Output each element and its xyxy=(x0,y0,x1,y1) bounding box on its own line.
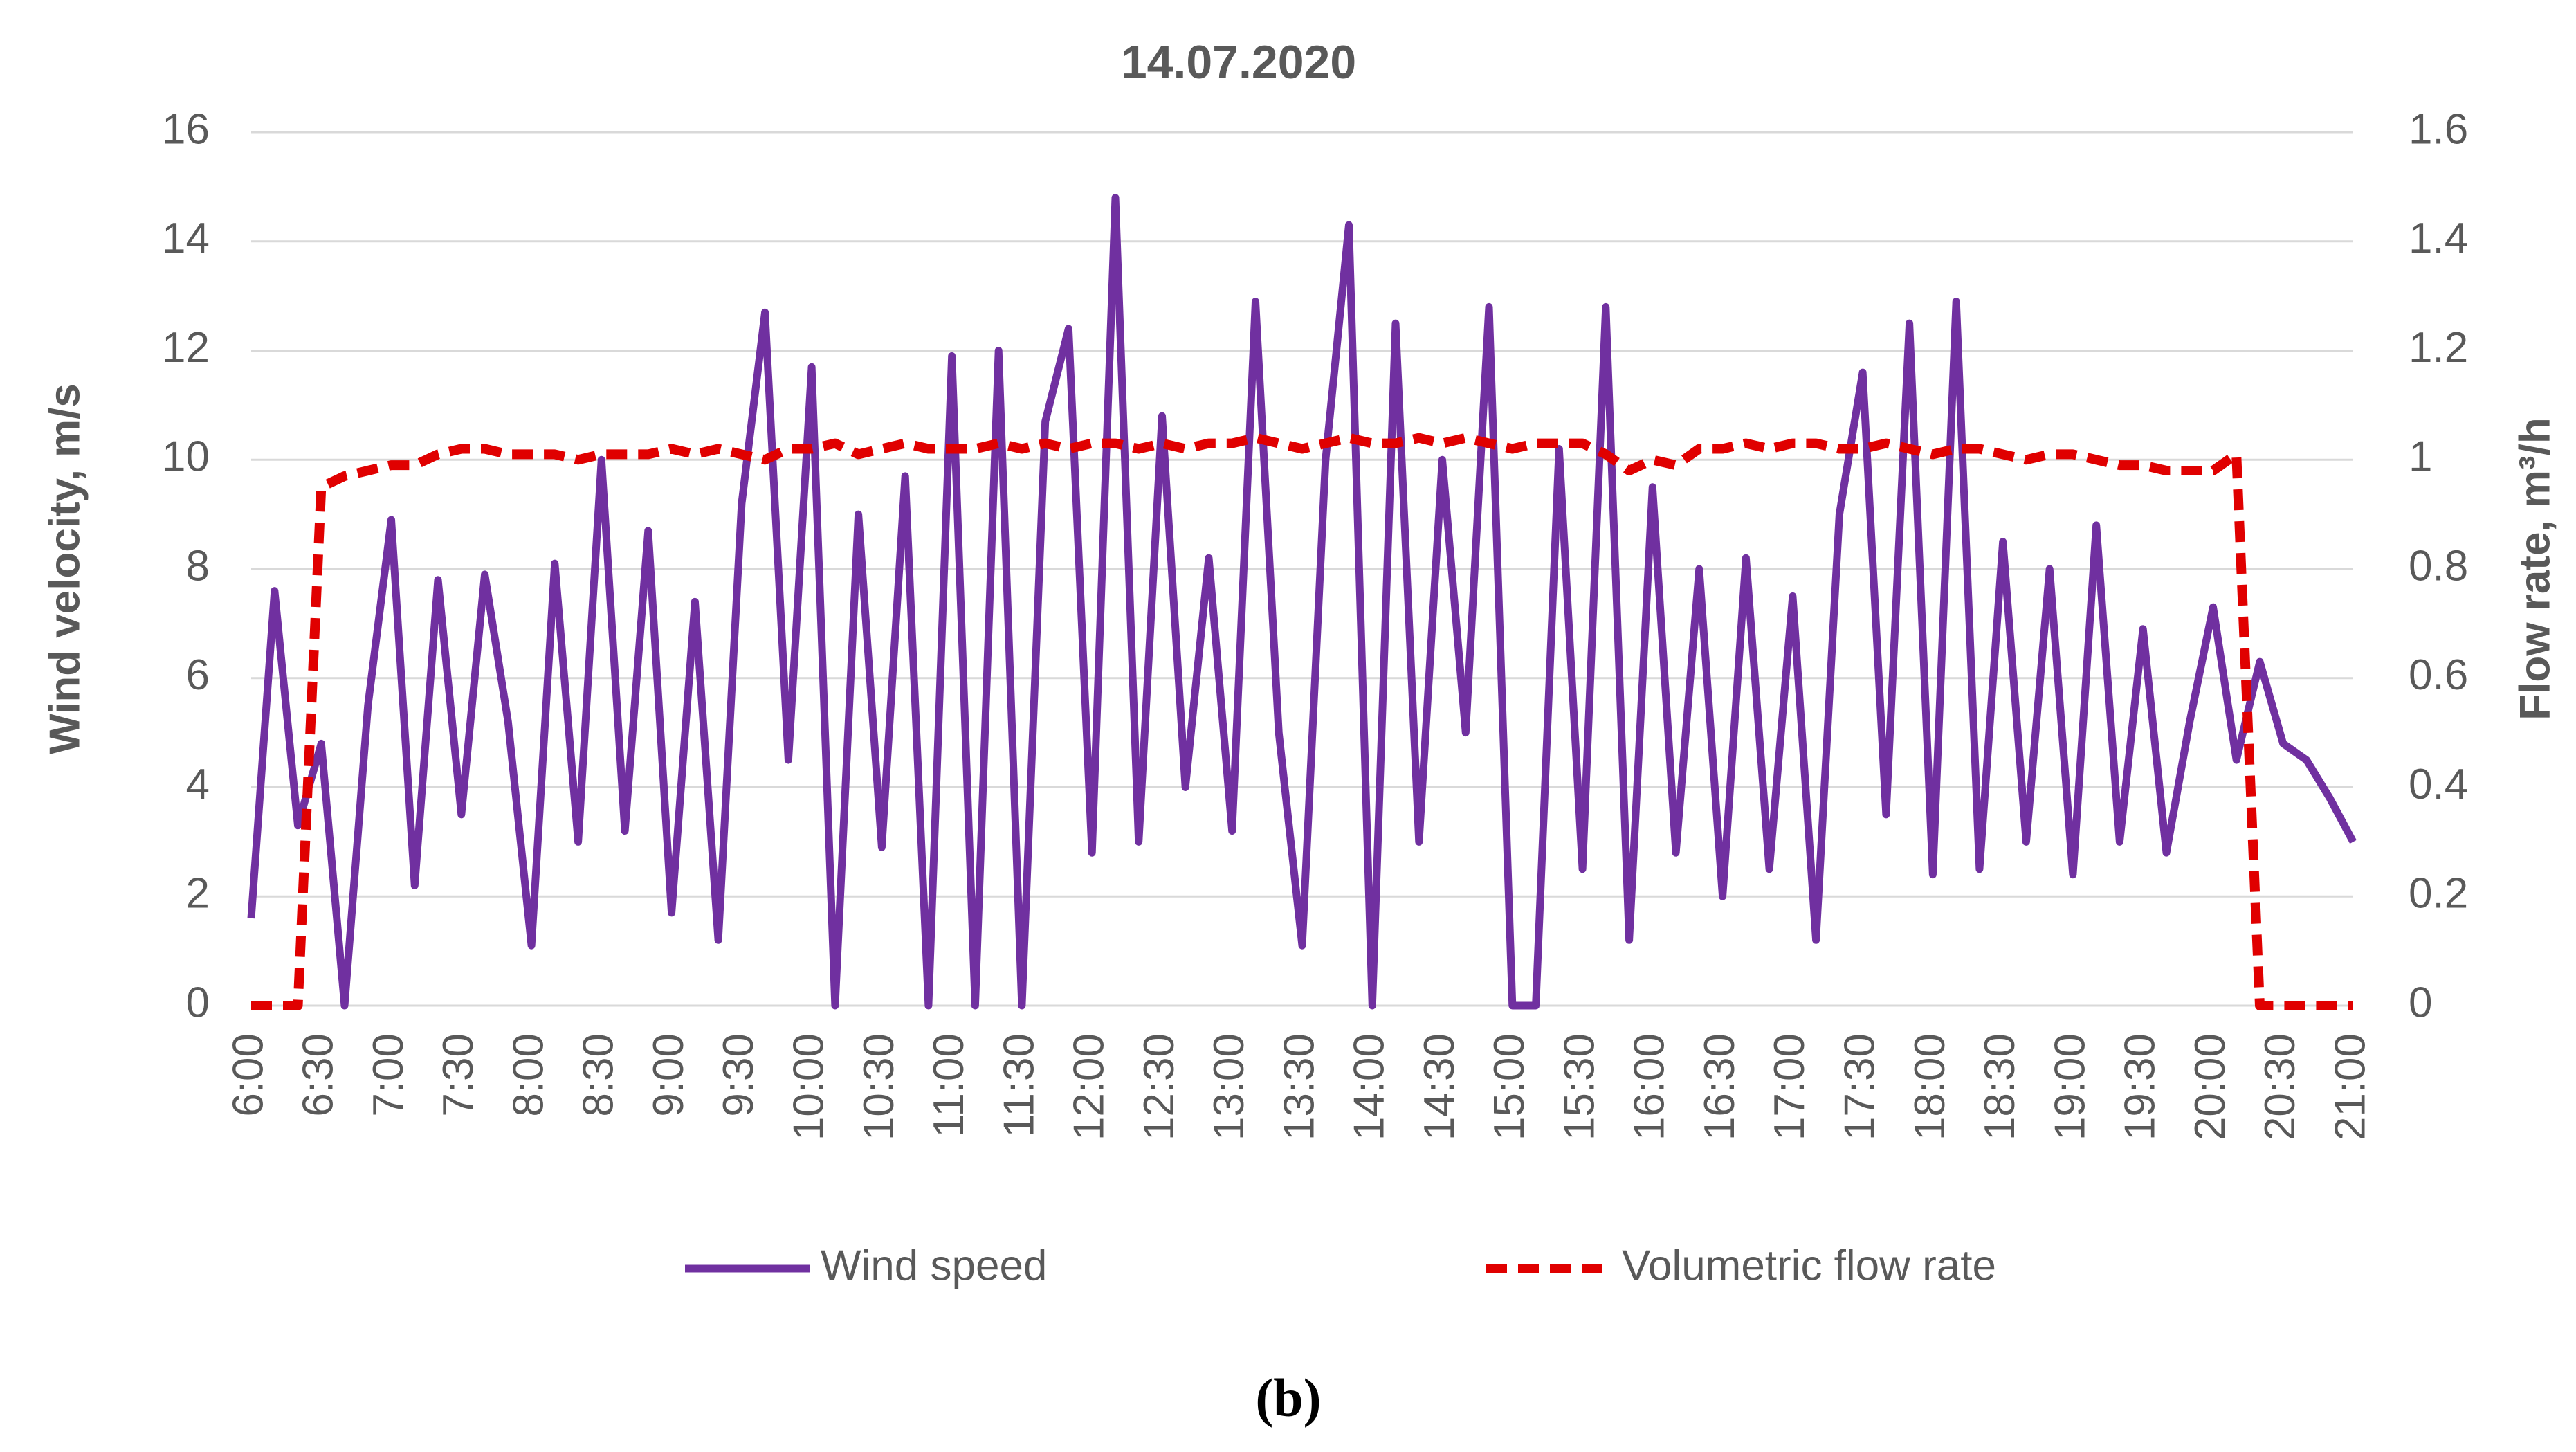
x-tick-label: 17:30 xyxy=(1836,1033,1884,1141)
x-tick-label: 20:30 xyxy=(2256,1033,2304,1141)
x-tick-label: 6:00 xyxy=(224,1033,272,1117)
y-tick-label: 4 xyxy=(186,761,210,808)
x-tick-label: 9:30 xyxy=(715,1033,762,1117)
y2-tick-label: 1.6 xyxy=(2409,105,2468,153)
legend-label: Volumetric flow rate xyxy=(1622,1242,1996,1289)
x-tick-label: 21:00 xyxy=(2326,1033,2374,1141)
y2-tick-label: 0.2 xyxy=(2409,870,2468,918)
x-tick-label: 19:30 xyxy=(2117,1033,2164,1141)
x-tick-label: 16:00 xyxy=(1626,1033,1674,1141)
y-tick-label: 16 xyxy=(162,105,210,153)
x-tick-label: 15:30 xyxy=(1555,1033,1603,1141)
x-tick-label: 10:30 xyxy=(855,1033,903,1141)
series-line xyxy=(247,194,2357,1010)
y2-tick-label: 0 xyxy=(2409,979,2432,1026)
x-tick-label: 13:30 xyxy=(1275,1033,1323,1141)
y-tick-label: 8 xyxy=(186,542,210,590)
y-tick-label: 2 xyxy=(186,870,210,918)
y2-tick-label: 0.6 xyxy=(2409,651,2468,699)
x-tick-label: 8:30 xyxy=(575,1033,623,1117)
x-tick-label: 15:00 xyxy=(1486,1033,1533,1141)
y-tick-label: 6 xyxy=(186,651,210,699)
y-tick-label: 10 xyxy=(162,433,210,481)
y-tick-label: 14 xyxy=(162,215,210,262)
x-tick-label: 8:00 xyxy=(504,1033,552,1117)
x-tick-label: 12:30 xyxy=(1135,1033,1183,1141)
x-tick-label: 11:30 xyxy=(995,1033,1043,1138)
y-tick-label: 12 xyxy=(162,324,210,372)
x-tick-label: 7:30 xyxy=(435,1033,482,1117)
y-tick-label: 0 xyxy=(186,979,210,1026)
y2-axis-label: Flow rate, m³/h xyxy=(2511,417,2559,720)
x-tick-label: 13:00 xyxy=(1205,1033,1253,1141)
x-tick-label: 18:00 xyxy=(1906,1033,1954,1141)
x-tick-label: 9:00 xyxy=(645,1033,693,1117)
x-tick-label: 18:30 xyxy=(1976,1033,2024,1141)
caption: (b) xyxy=(1255,1368,1321,1428)
x-tick-label: 14:30 xyxy=(1416,1033,1463,1141)
y2-tick-label: 0.8 xyxy=(2409,542,2468,590)
legend-label: Wind speed xyxy=(821,1242,1047,1289)
x-tick-label: 16:30 xyxy=(1696,1033,1744,1141)
x-tick-label: 6:30 xyxy=(295,1033,342,1117)
y-axis-label: Wind velocity, m/s xyxy=(41,383,89,754)
y2-tick-label: 1.2 xyxy=(2409,324,2468,372)
x-tick-label: 11:00 xyxy=(925,1033,973,1138)
x-tick-label: 14:00 xyxy=(1346,1033,1394,1141)
x-tick-label: 19:00 xyxy=(2046,1033,2094,1141)
x-tick-label: 12:00 xyxy=(1066,1033,1113,1141)
x-tick-label: 17:00 xyxy=(1766,1033,1814,1141)
y2-tick-label: 1.4 xyxy=(2409,215,2468,262)
y2-tick-label: 0.4 xyxy=(2409,761,2468,808)
chart-title: 14.07.2020 xyxy=(1121,36,1356,89)
y2-tick-label: 1 xyxy=(2409,433,2432,481)
x-tick-label: 7:00 xyxy=(365,1033,412,1117)
x-tick-label: 10:00 xyxy=(785,1033,833,1141)
x-tick-label: 20:00 xyxy=(2186,1033,2234,1141)
series-line xyxy=(251,433,2353,1010)
